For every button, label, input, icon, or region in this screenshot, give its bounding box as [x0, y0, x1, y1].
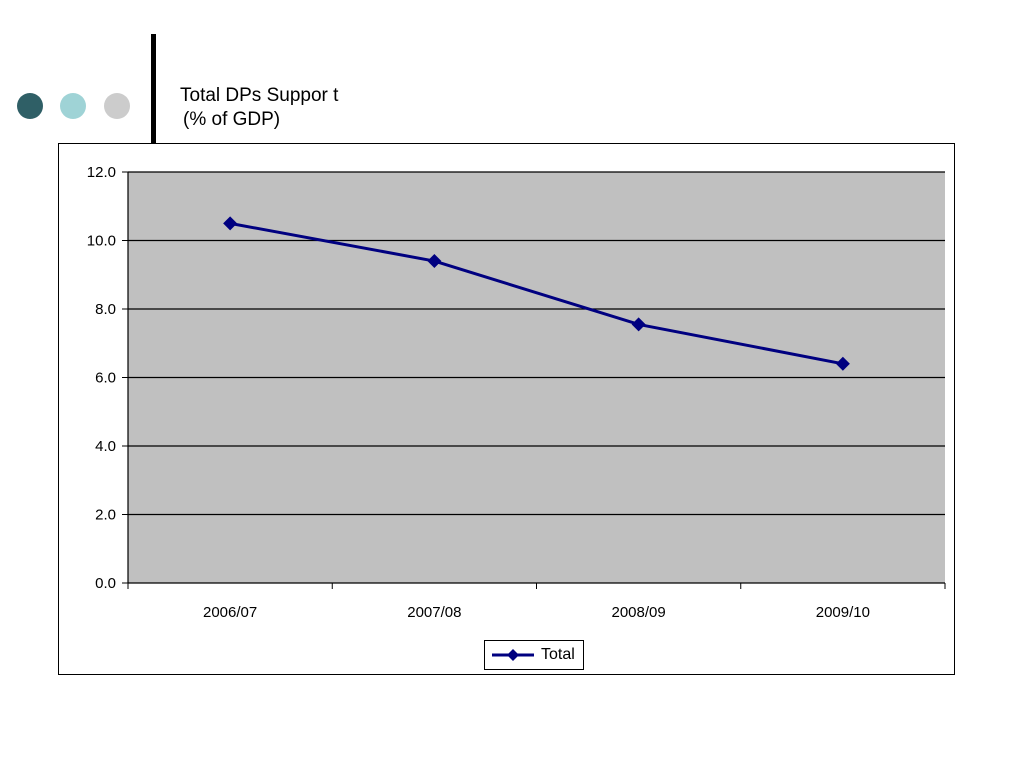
chart-frame: 0.0 2.0 4.0 6.0 8.0 10.0 12.0 2006/07 2007/08 200…	[58, 143, 955, 675]
decorative-dot-dark	[17, 93, 43, 119]
x-tick-label: 2007/08	[407, 604, 461, 621]
series-line-total	[229, 221, 844, 366]
y-tick-label: 12.0	[87, 164, 116, 181]
chart-legend: Total	[484, 640, 584, 670]
y-tick-label: 6.0	[95, 370, 116, 387]
data-point-marker	[631, 317, 646, 332]
page-title: Total DPs Suppor t (% of GDP)	[180, 84, 338, 132]
title-line-2: (% of GDP)	[183, 109, 281, 130]
x-tick-label: 2009/10	[816, 604, 870, 621]
y-tick-label: 4.0	[95, 438, 116, 455]
data-point-marker	[223, 216, 238, 231]
y-tick-label: 10.0	[87, 233, 116, 250]
data-point-marker	[835, 356, 850, 371]
line-chart: 0.0 2.0 4.0 6.0 8.0 10.0 12.0 2006/07 2007/08 200…	[87, 164, 946, 621]
x-tick-label: 2006/07	[203, 604, 257, 621]
decorative-dot-light	[60, 93, 86, 119]
y-tick-label: 8.0	[95, 301, 116, 318]
title-line-1: Total DPs Suppor t	[180, 85, 339, 106]
y-tick-label: 0.0	[95, 575, 116, 592]
decorative-dot-gray	[104, 93, 130, 119]
y-tick-label: 2.0	[95, 507, 116, 524]
legend-swatch-icon	[492, 649, 534, 661]
legend-label-total: Total	[541, 646, 575, 663]
x-tick-label: 2008/09	[612, 604, 666, 621]
title-divider	[151, 34, 156, 144]
